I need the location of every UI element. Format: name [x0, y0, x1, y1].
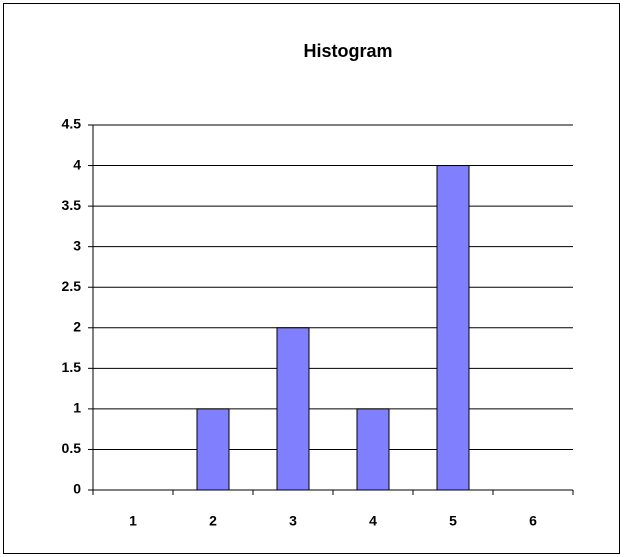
y-tick-label: 1 [73, 400, 81, 416]
bar [356, 408, 390, 491]
chart-title: Histogram [303, 41, 392, 61]
bar [196, 408, 230, 491]
y-tick-label: 2.5 [62, 278, 82, 294]
x-tick-label: 5 [449, 513, 457, 529]
bar [276, 327, 310, 491]
x-tick-label: 2 [209, 513, 217, 529]
x-tick-label: 3 [289, 513, 297, 529]
x-tick-label: 6 [529, 513, 537, 529]
y-tick-label: 1.5 [62, 359, 82, 375]
x-tick-label: 4 [369, 513, 377, 529]
bar [436, 165, 470, 491]
x-tick-label: 1 [129, 513, 137, 529]
y-tick-label: 4.5 [62, 116, 82, 132]
y-tick-label: 3 [73, 237, 81, 253]
y-tick-label: 0.5 [62, 440, 82, 456]
y-tick-label: 0 [73, 481, 81, 497]
y-tick-label: 2 [73, 318, 81, 334]
y-tick-label: 3.5 [62, 197, 82, 213]
chart-border [3, 3, 620, 554]
y-tick-label: 4 [73, 156, 81, 172]
